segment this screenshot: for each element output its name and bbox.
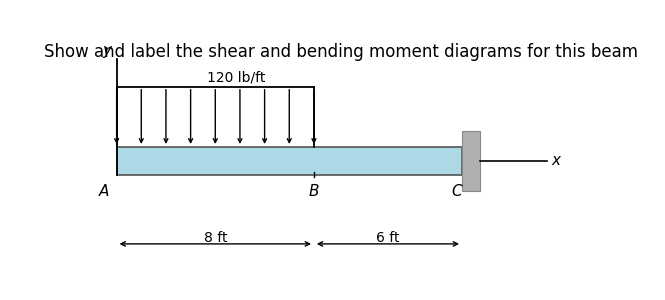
Text: x: x (551, 153, 560, 168)
Text: 120 lb/ft: 120 lb/ft (207, 70, 265, 85)
Bar (462, 131, 480, 191)
Text: y: y (103, 43, 112, 58)
Text: C: C (452, 184, 462, 199)
Text: Show and label the shear and bending moment diagrams for this beam: Show and label the shear and bending mom… (44, 43, 638, 61)
Text: 8 ft: 8 ft (203, 231, 227, 245)
Text: A: A (98, 184, 109, 199)
Bar (116, 147, 462, 175)
Text: B: B (309, 184, 319, 199)
Text: 6 ft: 6 ft (376, 231, 400, 245)
